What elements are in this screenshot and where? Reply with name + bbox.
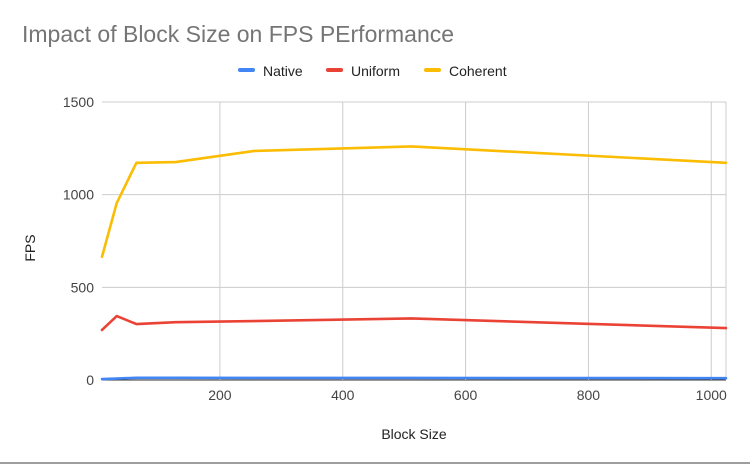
chart-title: Impact of Block Size on FPS PErformance (22, 21, 454, 47)
x-tick-label: 200 (208, 387, 232, 403)
y-tick-label: 1500 (63, 94, 94, 110)
x-tick-label: 400 (331, 387, 355, 403)
x-tick-label: 1000 (696, 387, 727, 403)
x-tick-label: 600 (454, 387, 478, 403)
legend-label: Uniform (351, 63, 400, 79)
y-axis-label: FPS (22, 234, 38, 261)
series-line-coherent (100, 145, 728, 259)
legend-swatch (326, 68, 343, 72)
gridlines (102, 101, 727, 381)
y-axis-ticks: 0 500 1000 1500 (63, 94, 94, 388)
legend: Native Uniform Coherent (238, 63, 507, 79)
x-axis-label: Block Size (381, 426, 447, 442)
legend-swatch (238, 68, 255, 72)
series-lines (100, 145, 728, 381)
y-tick-label: 1000 (63, 187, 94, 203)
legend-label: Native (263, 63, 303, 79)
y-tick-label: 0 (86, 372, 94, 388)
legend-item-coherent[interactable]: Coherent (424, 63, 507, 79)
legend-item-uniform[interactable]: Uniform (326, 63, 400, 79)
legend-label: Coherent (449, 63, 507, 79)
legend-item-native[interactable]: Native (238, 63, 303, 79)
series-line-native (100, 376, 728, 381)
x-axis-ticks: 200 400 600 800 1000 (208, 387, 727, 403)
legend-swatch (424, 68, 441, 72)
y-tick-label: 500 (71, 279, 95, 295)
x-tick-label: 800 (577, 387, 601, 403)
series-line-uniform (100, 314, 728, 332)
bottom-divider (0, 462, 750, 464)
